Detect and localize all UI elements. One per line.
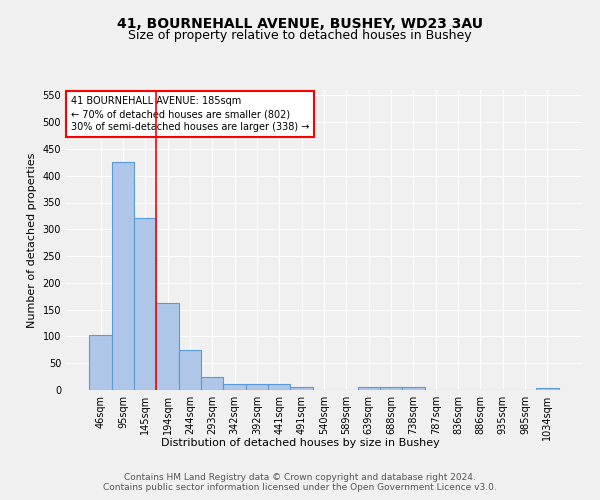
Bar (536, 388, 559, 390)
Bar (290, 388, 313, 390)
Bar (112, 162, 134, 390)
Text: 41 BOURNEHALL AVENUE: 185sqm
← 70% of detached houses are smaller (802)
30% of s: 41 BOURNEHALL AVENUE: 185sqm ← 70% of de… (71, 96, 310, 132)
Bar (157, 302, 179, 390)
Text: Distribution of detached houses by size in Bushey: Distribution of detached houses by size … (161, 438, 439, 448)
Text: Contains HM Land Registry data © Crown copyright and database right 2024.
Contai: Contains HM Land Registry data © Crown c… (103, 472, 497, 492)
Bar (223, 384, 246, 390)
Bar (134, 218, 157, 390)
Bar (89, 335, 112, 390)
Bar (246, 384, 268, 390)
Bar (268, 384, 290, 390)
Bar (201, 376, 223, 390)
Y-axis label: Number of detached properties: Number of detached properties (27, 152, 37, 328)
Bar (358, 388, 380, 390)
Bar (179, 350, 201, 390)
Bar (380, 388, 402, 390)
Text: 41, BOURNEHALL AVENUE, BUSHEY, WD23 3AU: 41, BOURNEHALL AVENUE, BUSHEY, WD23 3AU (117, 18, 483, 32)
Bar (402, 388, 425, 390)
Text: Size of property relative to detached houses in Bushey: Size of property relative to detached ho… (128, 29, 472, 42)
